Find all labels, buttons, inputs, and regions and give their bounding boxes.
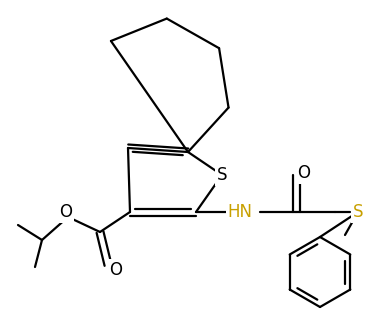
- Text: S: S: [217, 166, 227, 184]
- Text: S: S: [353, 203, 363, 221]
- Text: HN: HN: [228, 203, 253, 221]
- Text: O: O: [59, 203, 73, 221]
- Text: O: O: [110, 261, 122, 279]
- Text: O: O: [297, 164, 310, 182]
